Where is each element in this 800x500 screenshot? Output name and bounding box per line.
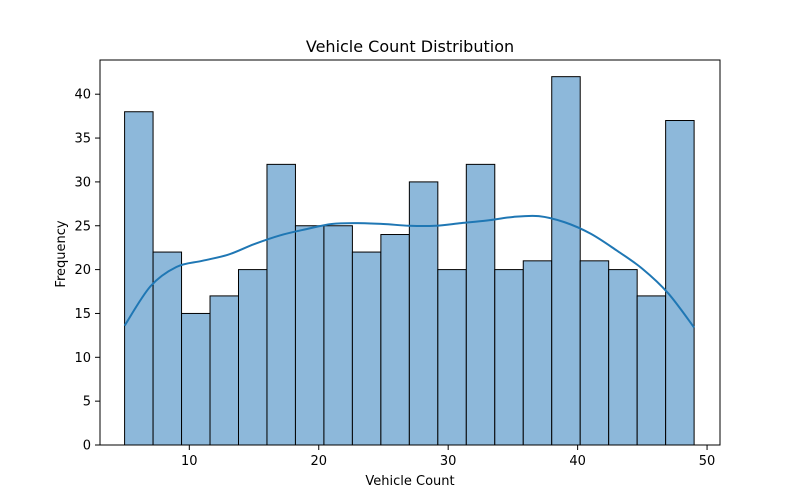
histogram-bar (323, 225, 353, 446)
histogram-bar (494, 269, 524, 446)
histogram-bar (408, 181, 439, 446)
x-tick-label: 10 (181, 454, 198, 469)
plot-frame (99, 59, 721, 446)
chart-title: Vehicle Count Distribution (306, 37, 514, 56)
histogram-bar (266, 163, 296, 446)
y-tick-label: 25 (74, 219, 91, 234)
y-tick-label: 20 (74, 263, 91, 278)
y-tick-label: 5 (83, 395, 91, 410)
histogram-bar (181, 312, 211, 446)
histogram-bar (351, 251, 382, 446)
y-axis-ticks: 0 5 10 15 20 25 30 35 40 (74, 88, 100, 454)
histogram-bar (665, 120, 695, 446)
x-tick-label: 40 (569, 454, 586, 469)
y-tick-label: 40 (74, 88, 91, 103)
histogram-bar (465, 163, 496, 446)
histogram-bar (294, 225, 325, 446)
histogram-bar (437, 269, 467, 446)
histogram-bar (380, 234, 410, 446)
histogram-bar (522, 260, 553, 446)
histogram-bar (152, 251, 183, 446)
histogram-bar (636, 295, 667, 446)
x-tick-label: 50 (699, 454, 716, 469)
histogram-bar (551, 76, 581, 446)
kde-curve (123, 214, 695, 329)
histogram-bar (579, 260, 610, 446)
y-axis-label: Frequency (54, 220, 69, 287)
y-tick-label: 35 (74, 132, 91, 147)
x-axis-label: Vehicle Count (365, 474, 454, 489)
x-tick-label: 20 (310, 454, 327, 469)
bars-group (124, 76, 695, 446)
histogram-bar (237, 269, 268, 446)
x-tick-label: 30 (440, 454, 457, 469)
y-tick-label: 10 (74, 351, 91, 366)
histogram-bar (124, 111, 154, 446)
y-tick-label: 30 (74, 175, 91, 190)
histogram-bar (209, 295, 239, 446)
histogram-bar (608, 269, 638, 446)
y-tick-label: 0 (83, 439, 91, 454)
x-axis-ticks: 10 20 30 40 50 (181, 445, 715, 469)
y-tick-label: 15 (74, 307, 91, 322)
